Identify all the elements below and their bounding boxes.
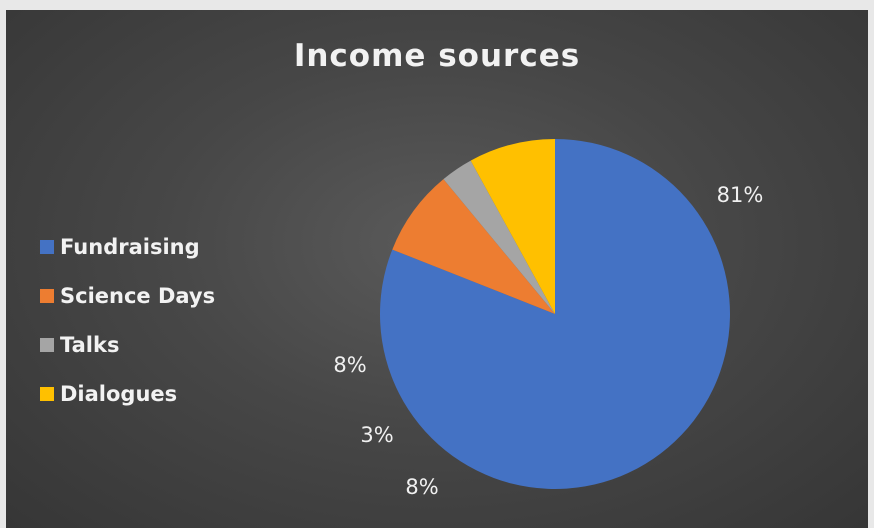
data-label-dialogues: 8%	[333, 353, 366, 377]
legend: Fundraising Science Days Talks Dialogues	[40, 222, 215, 418]
legend-item-dialogues: Dialogues	[40, 369, 215, 418]
data-label-science-days: 8%	[405, 475, 438, 499]
legend-label-dialogues: Dialogues	[60, 381, 178, 406]
pie-slice-science-days	[392, 179, 555, 314]
legend-label-talks: Talks	[60, 332, 120, 357]
data-label-talks: 3%	[360, 423, 393, 447]
legend-swatch-talks	[40, 337, 54, 352]
legend-swatch-science-days	[40, 288, 54, 303]
chart-title: Income sources	[293, 38, 581, 74]
legend-item-talks: Talks	[40, 320, 215, 369]
legend-label-fundraising: Fundraising	[60, 234, 200, 259]
legend-item-science-days: Science Days	[40, 271, 215, 320]
legend-label-science-days: Science Days	[60, 283, 216, 308]
legend-swatch-fundraising	[40, 239, 54, 254]
legend-item-fundraising: Fundraising	[40, 222, 215, 271]
pie-slice-dialogues	[470, 139, 555, 314]
pie-slice-fundraising	[379, 139, 730, 489]
pie-slice-talks	[443, 160, 555, 314]
legend-swatch-dialogues	[40, 386, 54, 401]
data-label-fundraising: 81%	[717, 183, 764, 207]
